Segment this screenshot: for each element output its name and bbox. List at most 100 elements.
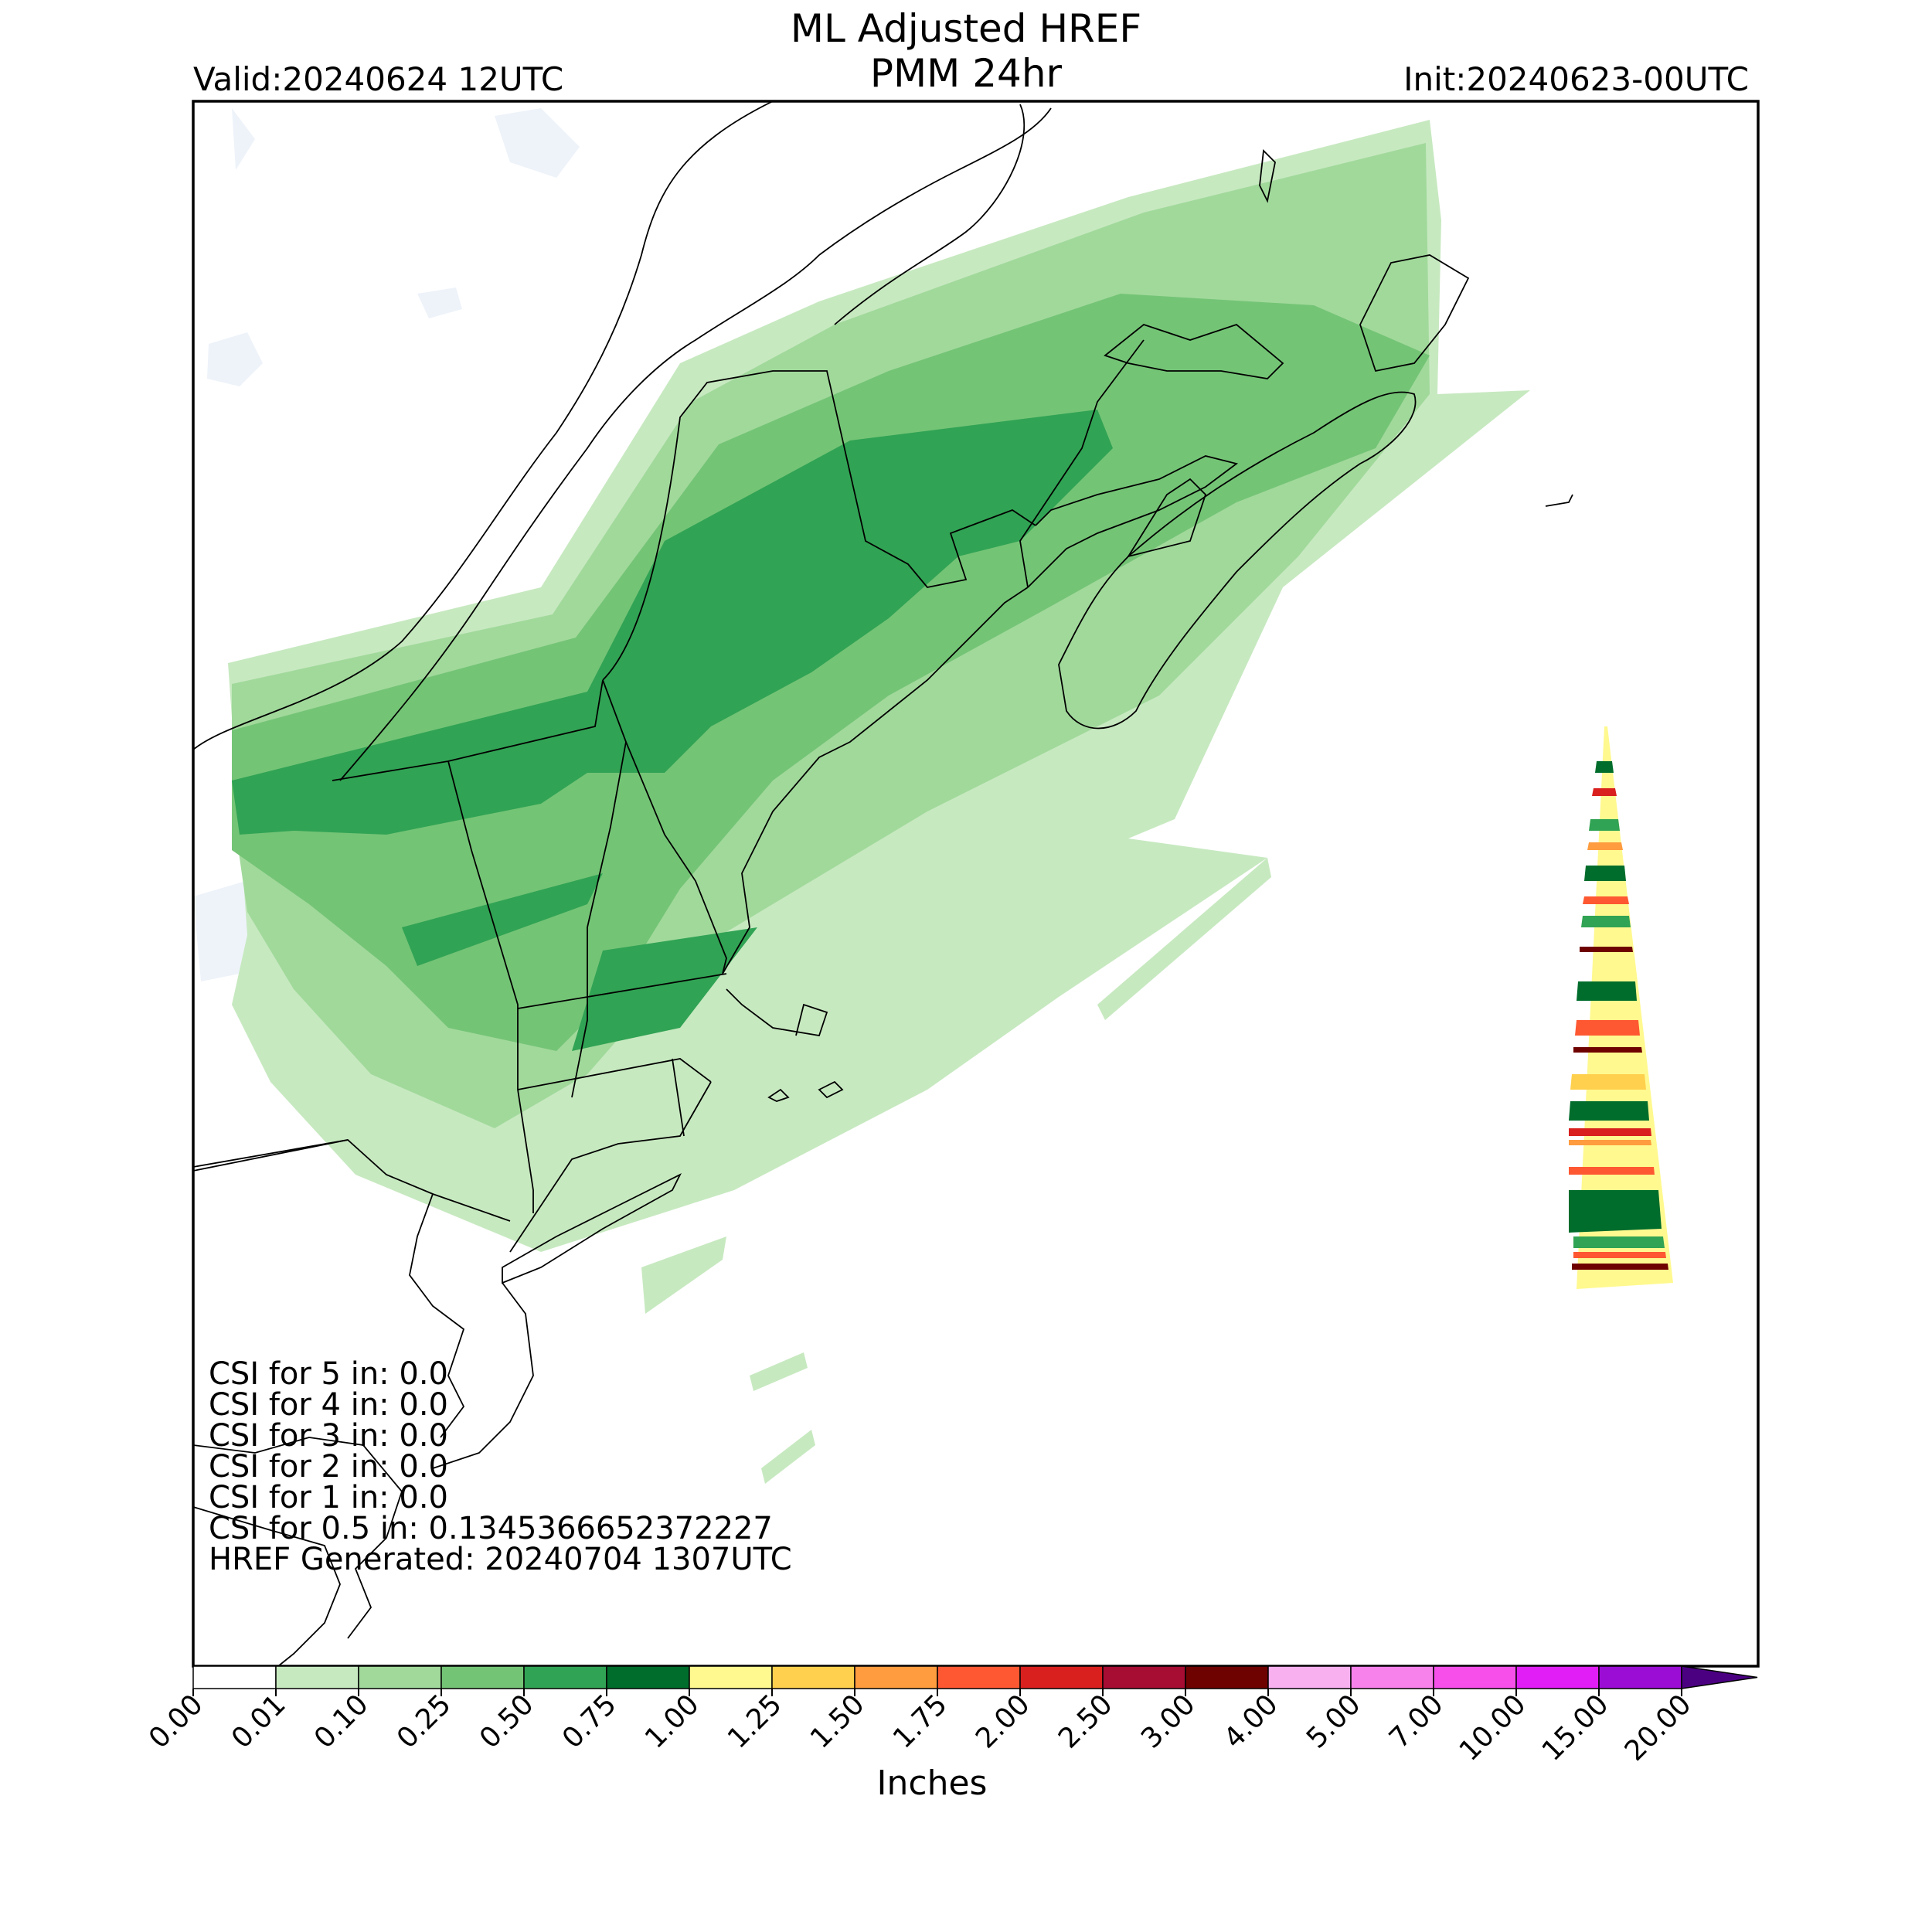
- colorbar-segment-9: [937, 1665, 1021, 1689]
- colorbar-segment-2: [358, 1665, 442, 1689]
- csi-05in: CSI for 0.5 in: 0.1345366652372227: [209, 1511, 773, 1546]
- nj-coast: [432, 1282, 534, 1469]
- artifact-stripe-orange3: [1569, 1140, 1651, 1145]
- map-layers: [193, 101, 1673, 1666]
- precip-050-075-area: [232, 410, 1113, 835]
- colorbar-segment-4: [523, 1665, 607, 1689]
- colorbar-segment-6: [689, 1665, 773, 1689]
- ma-south-border: [517, 1058, 712, 1090]
- artifact-stripe-green6: [1573, 1236, 1665, 1248]
- vermont-nh-border: [571, 679, 627, 1098]
- valid-time-label: Valid:20240624 12UTC: [193, 60, 564, 98]
- artifact-stripe-red3: [1575, 1020, 1640, 1036]
- ny-nj-border: [193, 1139, 511, 1222]
- nova-scotia-minas: [1127, 478, 1207, 558]
- bay-of-fundy: [1027, 455, 1239, 588]
- ri-ct-coast: [509, 1081, 712, 1253]
- vermont-ny-border: [447, 760, 519, 1090]
- artifact-stripe-green5: [1569, 1101, 1649, 1121]
- colorbar-extend-arrow: [1681, 1665, 1758, 1689]
- artifact-stripe-maroon2: [1573, 1047, 1642, 1053]
- artifact-stripe-maroon: [1580, 947, 1633, 952]
- precip-025-050-area: [232, 294, 1430, 1051]
- artifact-stripe-dkgreen: [1584, 866, 1626, 881]
- csi-2in: CSI for 2 in: 0.0: [209, 1449, 448, 1485]
- chart-title: ML Adjusted HREF: [790, 6, 1142, 51]
- us-canada-border-maine: [602, 370, 1036, 681]
- colorbar-segment-1: [275, 1665, 359, 1689]
- csi-3in: CSI for 3 in: 0.0: [209, 1418, 448, 1454]
- nj-pa-border: [409, 1193, 465, 1438]
- colorbar-segment-12: [1185, 1665, 1269, 1689]
- href-generated: HREF Generated: 20240704 1307UTC: [209, 1542, 792, 1577]
- artifact-stripe-green2: [1589, 819, 1620, 831]
- long-island: [502, 1172, 682, 1284]
- artifact-stripe-green: [1595, 761, 1614, 773]
- artifact-stripe-orange2: [1570, 1074, 1646, 1090]
- artifact-stripe-red: [1592, 788, 1617, 796]
- csi-1in: CSI for 1 in: 0.0: [209, 1480, 448, 1515]
- st-lawrence-river-north-shore: [193, 101, 774, 750]
- csi-4in: CSI for 4 in: 0.0: [209, 1387, 448, 1423]
- ma-north-border: [517, 973, 727, 1009]
- colorbar-segment-13: [1267, 1665, 1352, 1689]
- artifact-stripe-red6: [1573, 1252, 1666, 1258]
- cape-breton: [1359, 254, 1470, 372]
- precip-001-010-band-se2: [761, 1430, 815, 1484]
- pa-ny-border: [193, 1139, 349, 1168]
- precipitation-layer: [228, 120, 1530, 1484]
- ny-ct-border: [517, 1089, 534, 1213]
- artifact-stripe-dkgreen2: [1569, 1190, 1662, 1233]
- st-lawrence-upper-south-shore: [834, 104, 1026, 325]
- artifact-stripe-red2: [1583, 896, 1629, 904]
- colorbar: [192, 1665, 1758, 1696]
- precip-050-075-streak2: [402, 873, 603, 966]
- colorbar-segment-3: [440, 1665, 525, 1689]
- pei: [1104, 323, 1284, 379]
- init-time-label: Init:20240623-00UTC: [1403, 60, 1749, 98]
- marthas-vineyard: [818, 1080, 844, 1099]
- artifact-stripe-red5: [1569, 1167, 1655, 1175]
- nantucket: [767, 1088, 790, 1102]
- colorbar-segment-10: [1019, 1665, 1104, 1689]
- colorbar-segment-14: [1350, 1665, 1434, 1689]
- gaspe-shore: [818, 107, 1052, 256]
- colorbar-segment-11: [1102, 1665, 1186, 1689]
- nova-scotia: [1058, 391, 1417, 730]
- precip-001-010-band-south: [641, 1236, 726, 1314]
- delaware-bay: [193, 1437, 403, 1639]
- colorbar-segment-7: [771, 1665, 855, 1689]
- delmarva: [193, 1506, 341, 1666]
- artifact-stripe-green4: [1577, 981, 1637, 1001]
- lakes-layer: [193, 108, 580, 1014]
- precip-001-010-band-east: [1097, 858, 1271, 1020]
- artifact-stripe-maroon3: [1572, 1264, 1668, 1270]
- cape-cod: [726, 988, 828, 1037]
- new-england-coast: [722, 587, 1029, 975]
- nh-maine-border: [625, 741, 727, 975]
- st-lawrence-river-south-shore: [339, 254, 820, 781]
- colorbar-segment-0: [192, 1665, 277, 1689]
- colorbar-segment-8: [854, 1665, 938, 1689]
- artifact-stripe-red4: [1569, 1128, 1651, 1136]
- sable-island: [1545, 494, 1573, 507]
- precip-050-075-streak: [572, 927, 757, 1051]
- anticosti: [1259, 149, 1276, 203]
- gulf-shore-nb: [1019, 339, 1145, 588]
- colorbar-segment-17: [1598, 1665, 1682, 1689]
- ct-ri-border: [672, 1058, 685, 1137]
- precip-001-010-band-se: [750, 1352, 808, 1391]
- chart-subtitle: PMM 24hr: [869, 51, 1063, 96]
- artifact-stripe-green3: [1581, 916, 1631, 927]
- colorbar-segment-16: [1515, 1665, 1600, 1689]
- csi-stats-block: CSI for 5 in: 0.0 CSI for 4 in: 0.0 CSI …: [209, 1359, 792, 1575]
- us-canada-border-west: [332, 679, 604, 781]
- artifact-wedge: [1569, 726, 1673, 1289]
- colorbar-segment-15: [1433, 1665, 1517, 1689]
- csi-5in: CSI for 5 in: 0.0: [209, 1356, 448, 1392]
- colorbar-segment-5: [606, 1665, 690, 1689]
- artifact-stripe-orange: [1587, 842, 1623, 850]
- colorbar-label: Inches: [876, 1764, 988, 1803]
- boundary-layer: [193, 101, 1573, 1666]
